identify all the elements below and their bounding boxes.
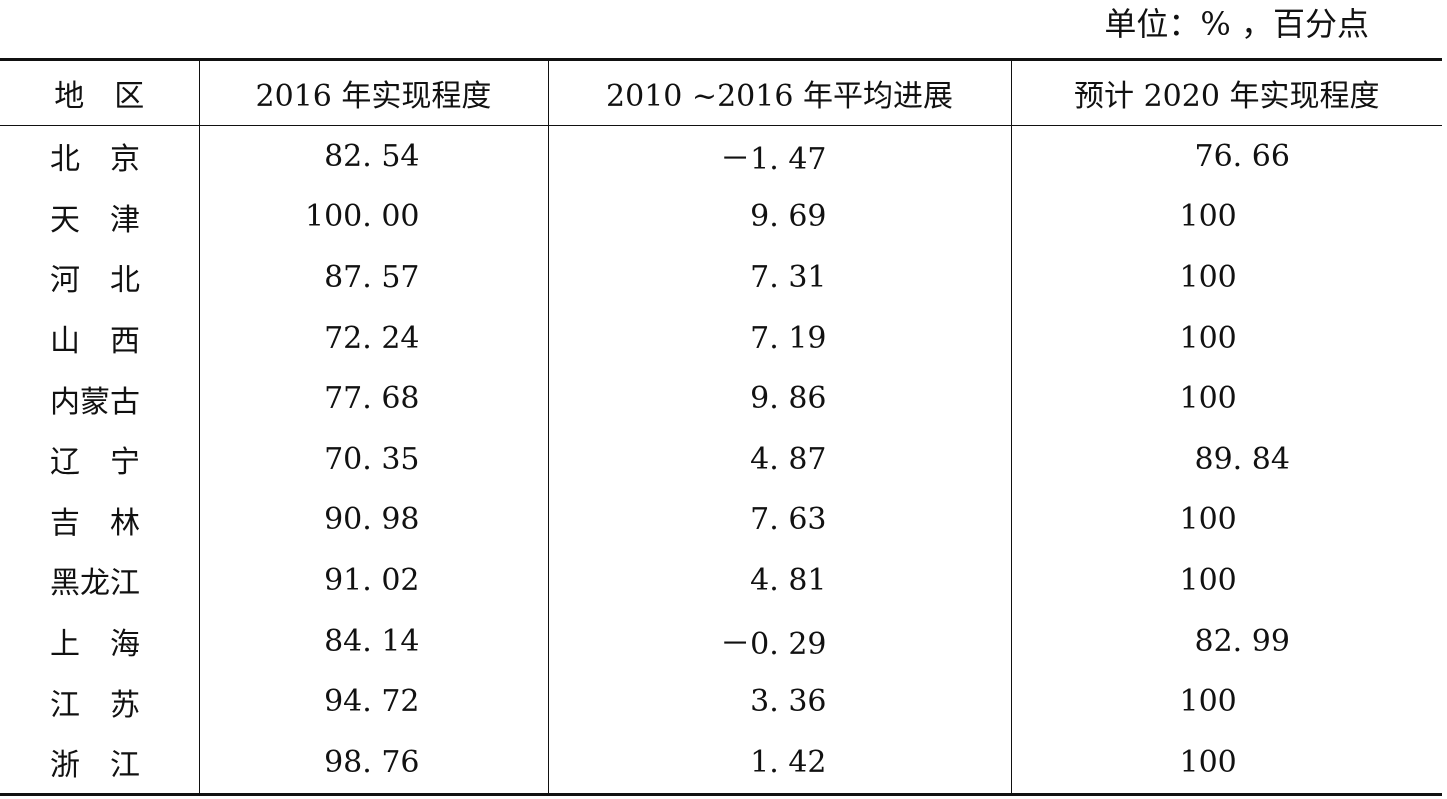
unit-note: 单位：% ，百分点: [1104, 5, 1369, 43]
cell-level-2016: 84. 14: [198, 610, 548, 672]
data-table-container: 地 区 2016 年实现程度 2010 ~2016 年平均进展 预计 2020 …: [0, 58, 1442, 796]
cell-level-2016: 77. 68: [198, 368, 548, 429]
cell-level-2016: 94. 72: [198, 671, 548, 732]
table-row: 黑龙江 91. 02 4. 81 100: [0, 550, 1442, 611]
table-header: 地 区 2016 年实现程度 2010 ~2016 年平均进展 预计 2020 …: [0, 59, 1442, 126]
cell-avg-progress: 7. 31: [547, 247, 1011, 308]
cell-forecast-2020: 100: [1010, 186, 1442, 248]
cell-forecast-2020: 100: [1010, 550, 1442, 611]
table-row: 天 津 100. 00 9. 69 100: [0, 186, 1442, 248]
cell-avg-progress: 4. 87: [547, 428, 1011, 490]
cell-region: 浙 江: [50, 748, 140, 784]
cell-avg-progress: 1. 42: [547, 731, 1011, 795]
data-table: 地 区 2016 年实现程度 2010 ~2016 年平均进展 预计 2020 …: [0, 58, 1442, 796]
table-row: 浙 江 98. 76 1. 42 100: [0, 731, 1442, 795]
table-row: 吉 林 90. 98 7. 63 100: [0, 489, 1442, 551]
cell-avg-progress: 9. 69: [547, 186, 1011, 248]
cell-region: 吉 林: [50, 505, 140, 541]
cell-forecast-2020: 82. 99: [1010, 610, 1442, 672]
cell-region: 内蒙古: [50, 384, 140, 420]
cell-forecast-2020: 76. 66: [1010, 125, 1442, 187]
cell-forecast-2020: 100: [1010, 368, 1442, 429]
cell-forecast-2020: 89. 84: [1010, 428, 1442, 490]
table-row: 江 苏 94. 72 3. 36 100: [0, 671, 1442, 732]
cell-level-2016: 72. 24: [198, 307, 548, 369]
table-row: 北 京 82. 54 －1. 47 76. 66: [0, 125, 1442, 187]
cell-avg-progress: 7. 19: [547, 307, 1011, 369]
cell-forecast-2020: 100: [1010, 731, 1442, 795]
cell-forecast-2020: 100: [1010, 247, 1442, 308]
header-region: 地 区: [54, 79, 145, 114]
table-row: 内蒙古 77. 68 9. 86 100: [0, 368, 1442, 429]
cell-avg-progress: －0. 29: [547, 610, 1011, 672]
cell-level-2016: 100. 00: [198, 186, 548, 248]
cell-avg-progress: 3. 36: [547, 671, 1011, 732]
cell-avg-progress: －1. 47: [547, 125, 1011, 187]
cell-region: 上 海: [50, 627, 140, 663]
cell-region: 辽 宁: [50, 445, 140, 481]
header-row: 地 区 2016 年实现程度 2010 ~2016 年平均进展 预计 2020 …: [0, 59, 1442, 126]
cell-region: 山 西: [50, 324, 140, 360]
table-row: 上 海 84. 14 －0. 29 82. 99: [0, 610, 1442, 672]
cell-avg-progress: 4. 81: [547, 550, 1011, 611]
table-row: 辽 宁 70. 35 4. 87 89. 84: [0, 428, 1442, 490]
cell-forecast-2020: 100: [1010, 671, 1442, 732]
header-forecast-2020: 预计 2020 年实现程度: [1010, 59, 1442, 126]
cell-region: 河 北: [50, 263, 140, 299]
header-avg-progress: 2010 ~2016 年平均进展: [547, 59, 1011, 126]
table-row: 山 西 72. 24 7. 19 100: [0, 307, 1442, 369]
table-row: 河 北 87. 57 7. 31 100: [0, 247, 1442, 308]
cell-level-2016: 90. 98: [198, 489, 548, 551]
cell-level-2016: 98. 76: [198, 731, 548, 795]
cell-region: 江 苏: [50, 687, 140, 723]
cell-level-2016: 70. 35: [198, 428, 548, 490]
cell-region: 天 津: [50, 202, 140, 238]
cell-region: 黑龙江: [50, 566, 140, 602]
header-level-2016: 2016 年实现程度: [198, 59, 548, 126]
cell-level-2016: 91. 02: [198, 550, 548, 611]
cell-avg-progress: 9. 86: [547, 368, 1011, 429]
table-body: 北 京 82. 54 －1. 47 76. 66 天 津 100. 00 9. …: [0, 125, 1442, 795]
cell-region: 北 京: [50, 142, 140, 178]
cell-forecast-2020: 100: [1010, 489, 1442, 551]
cell-forecast-2020: 100: [1010, 307, 1442, 369]
cell-level-2016: 82. 54: [198, 125, 548, 187]
cell-level-2016: 87. 57: [198, 247, 548, 308]
cell-avg-progress: 7. 63: [547, 489, 1011, 551]
